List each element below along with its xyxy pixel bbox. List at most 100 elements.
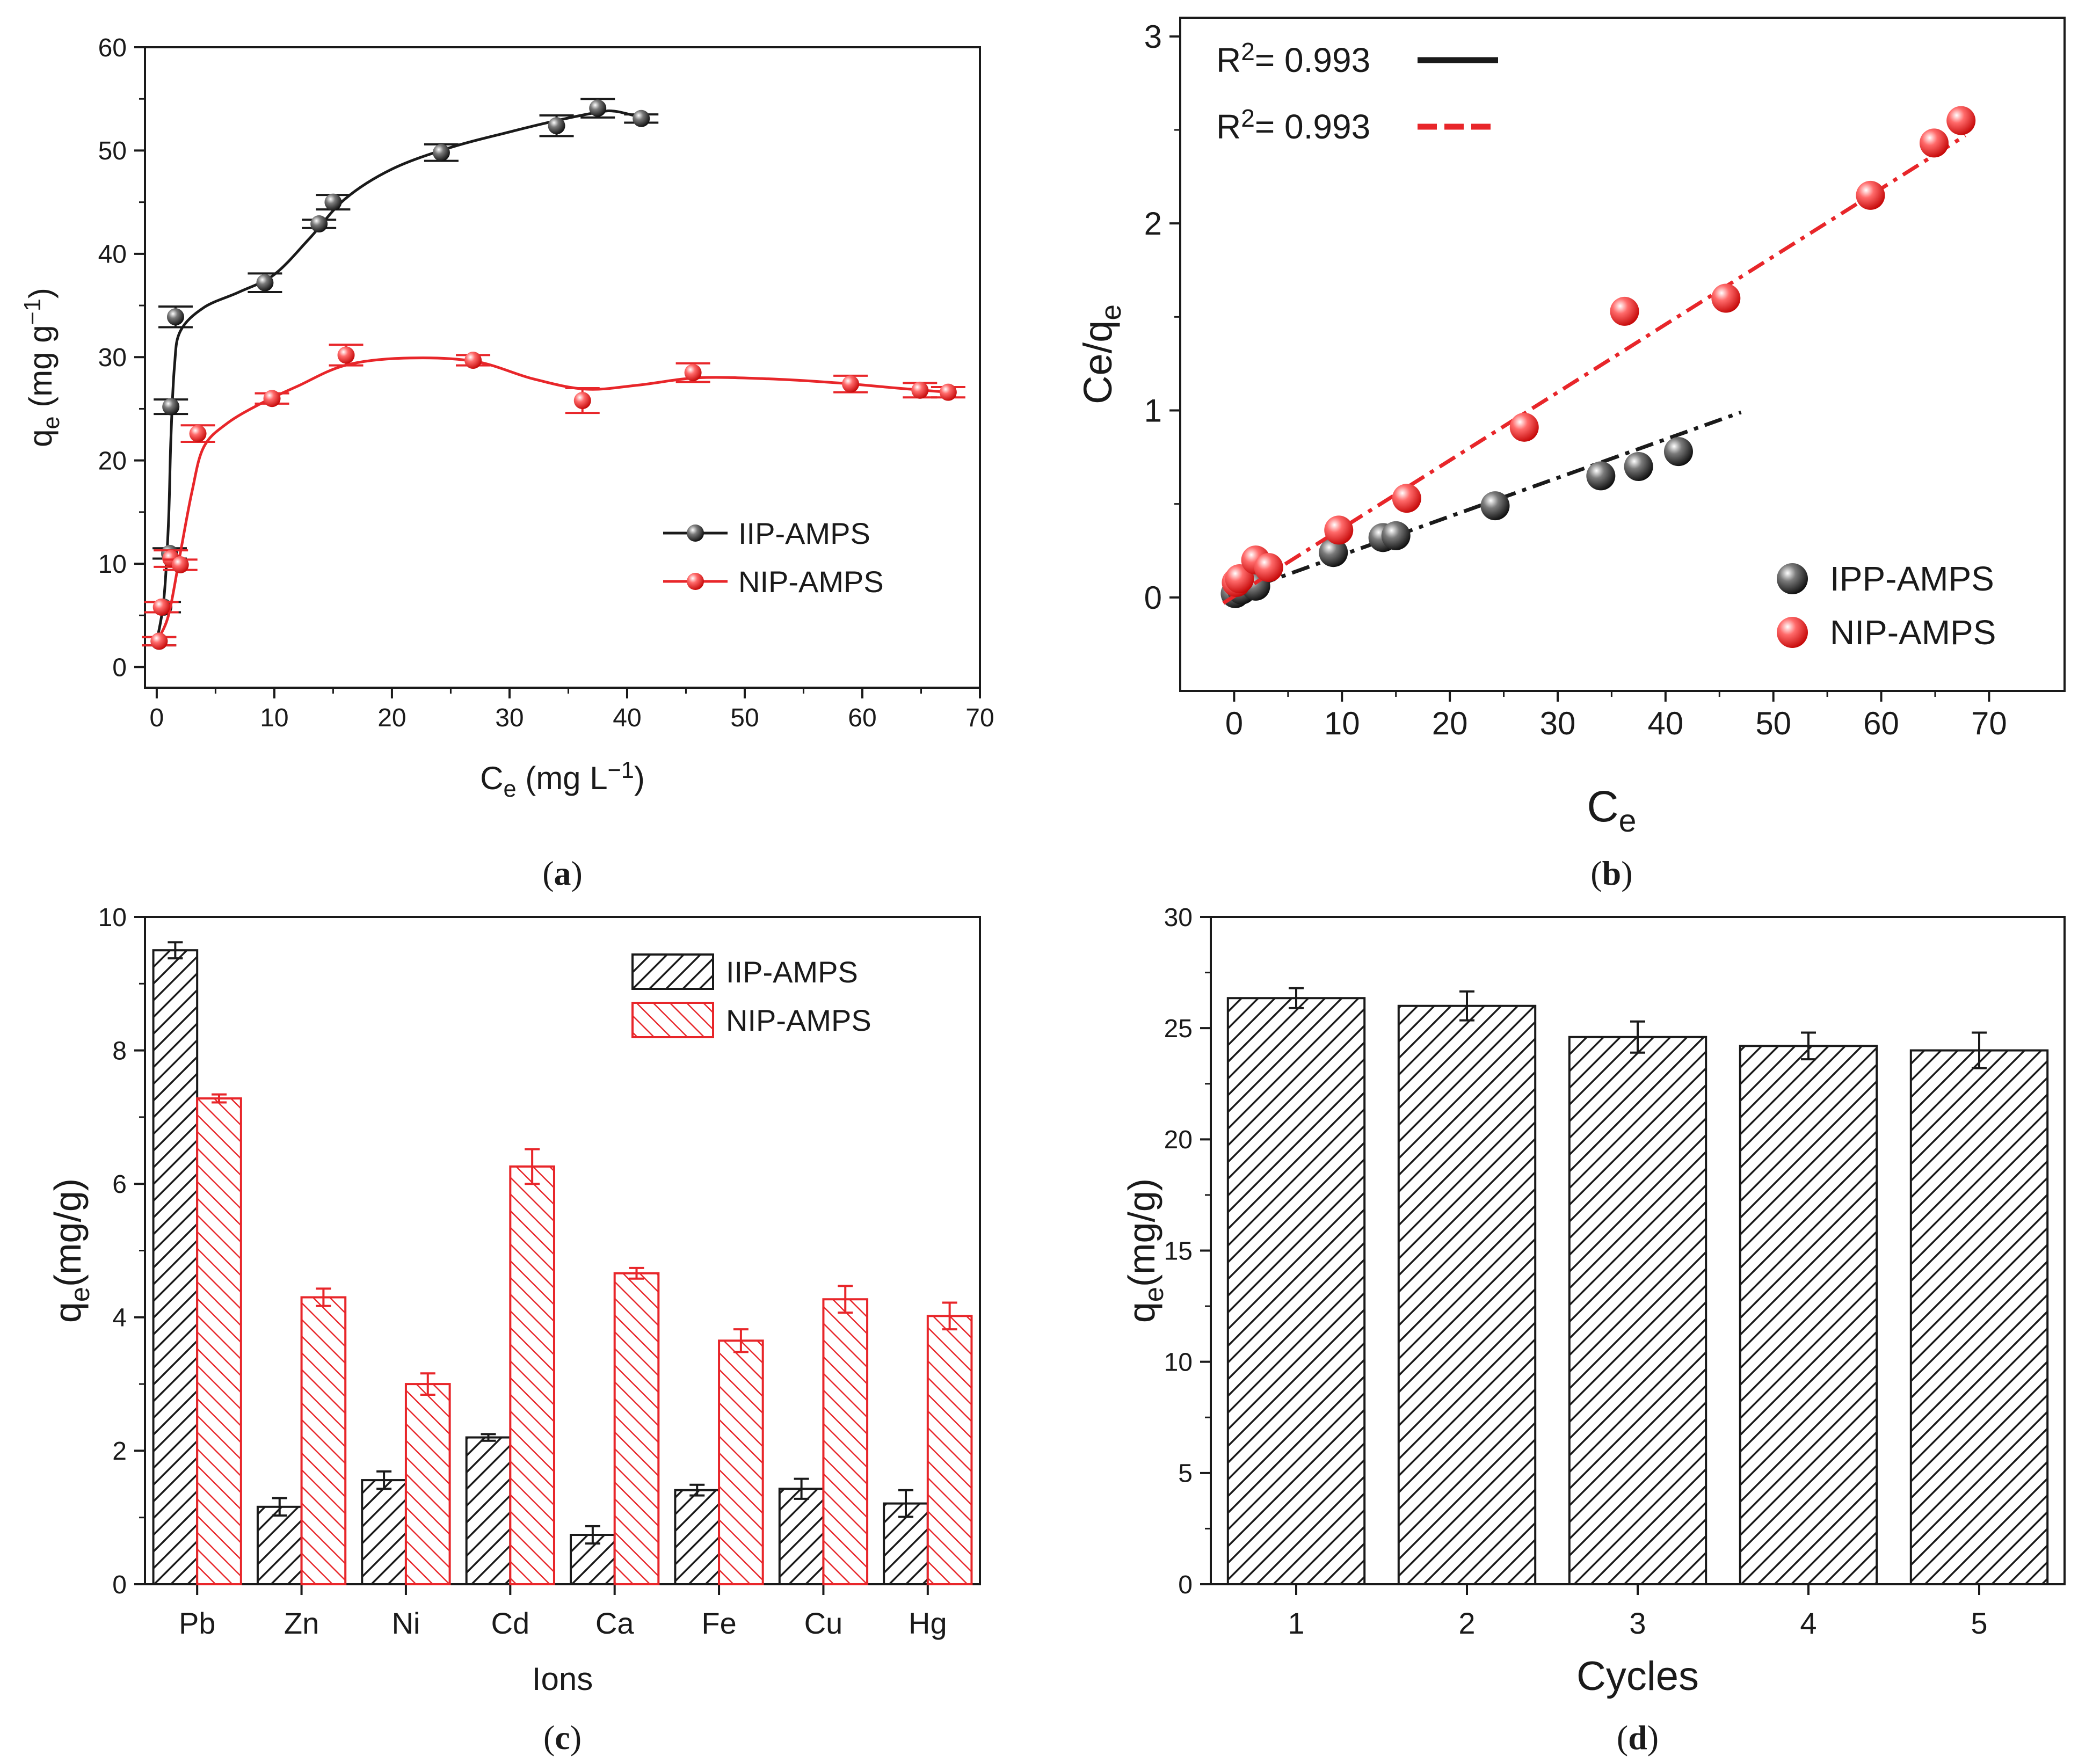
panel-b-point: [1711, 283, 1741, 313]
panel-a-point: [548, 117, 565, 135]
panel-b-point: [1663, 437, 1693, 467]
panel-b-point: [1919, 128, 1949, 158]
panel-c-legend-swatch: [631, 953, 714, 990]
panel-a-ylabel-part: (mg g: [23, 325, 59, 416]
panel-d-bar: [1568, 1036, 1707, 1585]
panel-c-y-tick-label: 8: [112, 1037, 127, 1065]
panel-b-x-tick-label: 40: [1647, 705, 1683, 741]
panel-d-y-tick-label: 15: [1164, 1237, 1193, 1265]
panel-c-caption: (c): [543, 1718, 582, 1757]
panel-b-xlabel-part: e: [1619, 803, 1637, 839]
panel-c-bar-IIP-AMPS: [152, 949, 199, 1585]
panel-a-x-tick-label: 20: [377, 704, 406, 732]
panel-c-bar-NIP-AMPS: [404, 1383, 451, 1586]
panel-a-y-tick-label: 60: [98, 34, 127, 62]
panel-a-x-tick-label: 60: [848, 704, 876, 732]
panel-c-ylabel-part: e: [64, 1287, 95, 1302]
panel-d-ylabel-part: (mg/g): [1121, 1178, 1162, 1287]
panel-a-point: [162, 398, 180, 416]
panel-c-bar-NIP-AMPS: [509, 1165, 555, 1586]
panel-c-category-label: Pb: [179, 1606, 216, 1640]
panel-a-x-tick-label: 10: [260, 704, 288, 732]
panel-a-caption-part: (: [542, 854, 554, 892]
panel-a-xlabel-part: ): [634, 760, 645, 796]
panel-a-point: [684, 364, 702, 382]
panel-b-frame: [1179, 17, 2066, 692]
panel-b-point: [1225, 564, 1254, 593]
panel-b-point: [1509, 412, 1539, 442]
panel-a-xlabel: Ce (mg L−1): [480, 757, 645, 802]
panel-a-legend-marker: [687, 573, 704, 590]
panel-a-xlabel-part: −1: [608, 757, 634, 783]
panel-c-y-tick-label: 2: [112, 1437, 127, 1466]
panel-a-point: [337, 346, 355, 364]
panel-a-ylabel-part: ): [23, 288, 59, 298]
panel-b-ylabel-part: Ce/q: [1076, 320, 1120, 404]
panel-d-ylabel-part: e: [1138, 1287, 1169, 1302]
panel-c-y-tick-label: 0: [112, 1571, 127, 1599]
panel-c-bar-IIP-AMPS: [256, 1505, 303, 1586]
panel-c-bar-NIP-AMPS: [822, 1298, 869, 1585]
panel-b-y-tick-label: 1: [1144, 393, 1162, 429]
panel-a-legend-label: IIP-AMPS: [738, 516, 870, 550]
panel-b-point: [1624, 452, 1653, 481]
panel-b-r2-label: R2= 0.993: [1216, 104, 1370, 146]
panel-c-category-label: Cu: [804, 1606, 843, 1640]
panel-b-r2-label: R2= 0.993: [1216, 38, 1370, 79]
panel-d-ylabel-part: q: [1121, 1302, 1162, 1323]
panel-a-xlabel-part: (mg L: [517, 760, 608, 796]
panel-d-ylabel: qe(mg/g): [1121, 1178, 1169, 1323]
panel-a-y-tick-label: 10: [98, 550, 127, 579]
panel-b-caption-part: ): [1621, 854, 1632, 892]
panel-b-y-tick-label: 2: [1144, 206, 1162, 242]
panel-a-point: [633, 110, 650, 127]
panel-d-category-label: 4: [1800, 1606, 1816, 1640]
panel-c-xlabel: Ions: [532, 1661, 593, 1697]
panel-a-x-tick-label: 50: [730, 704, 759, 732]
panel-a-caption: (a): [542, 854, 583, 892]
panel-a-x-tick-label: 40: [613, 704, 641, 732]
panel-b-point: [1946, 106, 1976, 135]
panel-c-bar-NIP-AMPS: [926, 1315, 973, 1585]
panel-d-y-tick-label: 10: [1164, 1348, 1193, 1376]
panel-a-point: [256, 274, 274, 292]
panel-a-y-tick-label: 30: [98, 344, 127, 372]
panel-b-xlabel-part: C: [1587, 782, 1618, 831]
panel-a-point: [150, 632, 168, 650]
panel-b-legend-marker: [1777, 617, 1808, 648]
panel-b-legend-marker: [1777, 563, 1808, 594]
panel-d-category-label: 2: [1458, 1606, 1475, 1640]
panel-a-fit-curve: [155, 356, 949, 642]
panel-a-point: [171, 556, 189, 574]
panel-d-caption-part: (: [1617, 1718, 1628, 1757]
panel-d-y-tick-label: 20: [1164, 1126, 1193, 1154]
panel-a-x-tick-label: 30: [495, 704, 524, 732]
panel-d-y-tick-label: 30: [1164, 904, 1193, 932]
panel-b-r2-label-part: = 0.993: [1255, 107, 1370, 146]
panel-a-point: [573, 392, 591, 410]
panel-a-point: [152, 598, 170, 616]
panel-d-caption-part: d: [1628, 1718, 1647, 1757]
panel-b-x-tick-label: 50: [1755, 705, 1791, 741]
panel-c-y-tick-label: 10: [98, 904, 127, 932]
panel-b-point: [1381, 521, 1411, 550]
panel-b-point: [1610, 296, 1639, 326]
panel-c-ylabel: qe(mg/g): [47, 1178, 95, 1323]
panel-c-bar-NIP-AMPS: [300, 1296, 347, 1585]
panel-b-x-tick-label: 20: [1432, 705, 1468, 741]
panel-b-ylabel: Ce/qe: [1076, 304, 1127, 404]
panel-c-ylabel-part: q: [47, 1302, 89, 1323]
panel-d-bar: [1397, 1004, 1537, 1585]
panel-a-y-tick-label: 0: [112, 653, 127, 682]
panel-c-caption-part: ): [570, 1718, 582, 1757]
panel-b-point: [1586, 461, 1616, 491]
panel-d-bar: [1226, 997, 1366, 1585]
panel-c-bar-NIP-AMPS: [196, 1097, 242, 1585]
panel-d-caption: (d): [1617, 1718, 1659, 1757]
panel-b-point: [1392, 484, 1421, 513]
panel-c-category-label: Fe: [701, 1606, 736, 1640]
panel-b-y-tick-label: 3: [1144, 19, 1162, 55]
panel-c-ylabel-part: (mg/g): [47, 1178, 89, 1287]
panel-a-caption-part: a: [554, 854, 571, 892]
